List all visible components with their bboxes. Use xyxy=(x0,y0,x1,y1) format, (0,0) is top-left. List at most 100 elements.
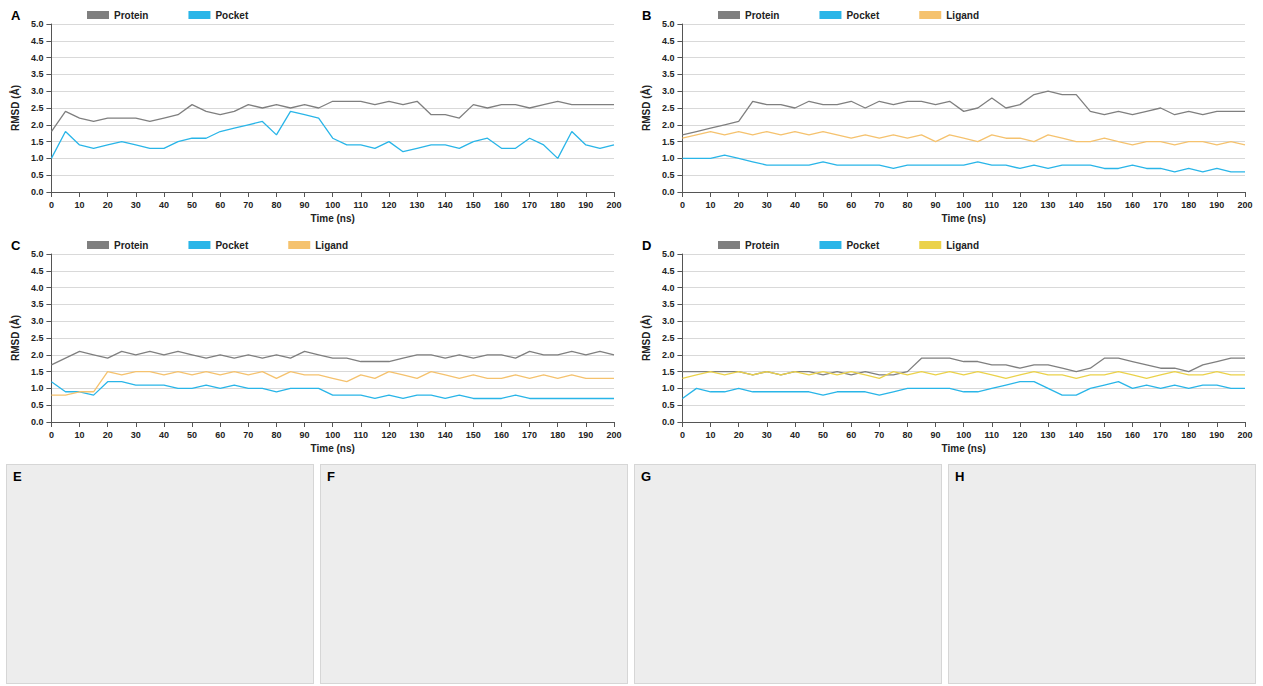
svg-text:0: 0 xyxy=(680,200,685,210)
svg-text:170: 170 xyxy=(1153,200,1168,210)
svg-text:100: 100 xyxy=(956,200,971,210)
svg-text:2.5: 2.5 xyxy=(662,333,675,343)
svg-text:160: 160 xyxy=(1125,430,1140,440)
svg-text:140: 140 xyxy=(1069,430,1084,440)
svg-text:170: 170 xyxy=(522,200,537,210)
svg-text:Time (ns): Time (ns) xyxy=(942,443,986,454)
svg-text:190: 190 xyxy=(1209,430,1224,440)
svg-text:3.5: 3.5 xyxy=(31,69,44,79)
svg-text:2.0: 2.0 xyxy=(662,350,675,360)
svg-text:180: 180 xyxy=(1181,200,1196,210)
svg-text:130: 130 xyxy=(410,200,425,210)
svg-text:0.0: 0.0 xyxy=(31,417,44,427)
svg-text:5.0: 5.0 xyxy=(662,249,675,259)
svg-text:60: 60 xyxy=(846,430,856,440)
svg-text:20: 20 xyxy=(103,430,113,440)
svg-text:3.0: 3.0 xyxy=(31,316,44,326)
svg-text:C: C xyxy=(11,238,21,253)
svg-text:4.0: 4.0 xyxy=(662,53,675,63)
svg-text:120: 120 xyxy=(381,430,396,440)
svg-text:120: 120 xyxy=(1012,430,1027,440)
svg-text:3.5: 3.5 xyxy=(31,299,44,309)
svg-text:200: 200 xyxy=(1237,200,1252,210)
svg-text:4.5: 4.5 xyxy=(662,36,675,46)
svg-text:90: 90 xyxy=(931,430,941,440)
svg-text:A: A xyxy=(11,8,21,23)
svg-text:2.0: 2.0 xyxy=(31,350,44,360)
svg-text:RMSD (Å): RMSD (Å) xyxy=(9,315,21,361)
svg-text:40: 40 xyxy=(159,430,169,440)
svg-text:2.0: 2.0 xyxy=(662,120,675,130)
svg-text:50: 50 xyxy=(187,200,197,210)
svg-text:110: 110 xyxy=(354,200,369,210)
svg-text:RMSD (Å): RMSD (Å) xyxy=(640,315,652,361)
svg-text:160: 160 xyxy=(494,430,509,440)
svg-text:50: 50 xyxy=(818,200,828,210)
svg-text:10: 10 xyxy=(706,430,716,440)
svg-text:Time (ns): Time (ns) xyxy=(942,213,986,224)
svg-text:30: 30 xyxy=(131,430,141,440)
svg-text:Time (ns): Time (ns) xyxy=(311,443,355,454)
svg-text:100: 100 xyxy=(956,430,971,440)
svg-text:4.5: 4.5 xyxy=(31,36,44,46)
svg-text:Ligand: Ligand xyxy=(315,240,348,251)
svg-text:Protein: Protein xyxy=(745,240,779,251)
svg-text:150: 150 xyxy=(466,200,481,210)
svg-text:130: 130 xyxy=(410,430,425,440)
svg-text:0.0: 0.0 xyxy=(31,187,44,197)
svg-text:70: 70 xyxy=(874,200,884,210)
svg-text:0: 0 xyxy=(49,430,54,440)
svg-text:0.5: 0.5 xyxy=(31,400,44,410)
svg-text:120: 120 xyxy=(1012,200,1027,210)
svg-text:200: 200 xyxy=(606,200,621,210)
svg-text:50: 50 xyxy=(187,430,197,440)
svg-text:0.5: 0.5 xyxy=(31,170,44,180)
svg-text:2.0: 2.0 xyxy=(31,120,44,130)
svg-text:80: 80 xyxy=(902,200,912,210)
svg-text:10: 10 xyxy=(706,200,716,210)
svg-text:4.0: 4.0 xyxy=(31,53,44,63)
svg-text:100: 100 xyxy=(325,200,340,210)
svg-text:110: 110 xyxy=(985,430,1000,440)
svg-text:200: 200 xyxy=(606,430,621,440)
svg-text:100: 100 xyxy=(325,430,340,440)
svg-text:180: 180 xyxy=(1181,430,1196,440)
svg-text:4.5: 4.5 xyxy=(662,266,675,276)
svg-text:4.0: 4.0 xyxy=(31,283,44,293)
svg-text:200: 200 xyxy=(1237,430,1252,440)
svg-text:110: 110 xyxy=(354,430,369,440)
svg-text:10: 10 xyxy=(75,430,85,440)
svg-text:80: 80 xyxy=(902,430,912,440)
svg-text:0.5: 0.5 xyxy=(662,400,675,410)
svg-text:70: 70 xyxy=(243,200,253,210)
svg-text:40: 40 xyxy=(790,430,800,440)
svg-text:80: 80 xyxy=(271,200,281,210)
svg-text:40: 40 xyxy=(790,200,800,210)
svg-text:1.0: 1.0 xyxy=(31,153,44,163)
svg-text:Time (ns): Time (ns) xyxy=(311,213,355,224)
svg-text:1.0: 1.0 xyxy=(31,383,44,393)
svg-text:150: 150 xyxy=(1097,200,1112,210)
svg-text:0.0: 0.0 xyxy=(662,187,675,197)
svg-text:30: 30 xyxy=(131,200,141,210)
svg-text:40: 40 xyxy=(159,200,169,210)
svg-text:60: 60 xyxy=(846,200,856,210)
svg-text:5.0: 5.0 xyxy=(31,19,44,29)
svg-text:Protein: Protein xyxy=(114,240,148,251)
svg-text:0: 0 xyxy=(49,200,54,210)
svg-text:1.0: 1.0 xyxy=(662,383,675,393)
svg-text:70: 70 xyxy=(243,430,253,440)
svg-text:170: 170 xyxy=(522,430,537,440)
svg-text:1.5: 1.5 xyxy=(31,367,44,377)
svg-text:190: 190 xyxy=(578,200,593,210)
svg-text:30: 30 xyxy=(762,200,772,210)
svg-text:2.5: 2.5 xyxy=(31,333,44,343)
svg-text:140: 140 xyxy=(1069,200,1084,210)
svg-text:160: 160 xyxy=(1125,200,1140,210)
svg-text:130: 130 xyxy=(1041,430,1056,440)
svg-text:Protein: Protein xyxy=(114,10,148,21)
svg-text:2.5: 2.5 xyxy=(662,103,675,113)
svg-text:10: 10 xyxy=(75,200,85,210)
svg-text:30: 30 xyxy=(762,430,772,440)
svg-text:3.0: 3.0 xyxy=(31,86,44,96)
